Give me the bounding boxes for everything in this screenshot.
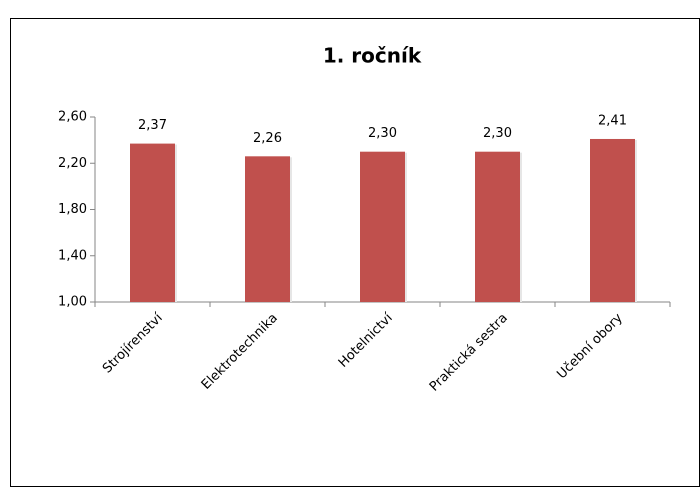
chart-title: 1. ročník [323, 44, 422, 68]
y-tick-label: 1,40 [58, 248, 87, 263]
value-label: 2,37 [138, 118, 167, 133]
y-tick-label: 2,60 [58, 110, 87, 125]
y-tick-label: 2,20 [58, 156, 87, 171]
y-tick-label: 1,00 [58, 295, 87, 310]
value-label: 2,41 [598, 113, 627, 128]
bar [590, 138, 635, 302]
value-label: 2,30 [483, 126, 512, 141]
value-label: 2,30 [368, 126, 397, 141]
value-label: 2,26 [253, 131, 282, 146]
chart-border [10, 18, 700, 487]
bar [245, 156, 290, 302]
bar [360, 151, 405, 302]
bar [475, 151, 520, 302]
bar [130, 143, 175, 302]
y-tick-label: 1,80 [58, 202, 87, 217]
